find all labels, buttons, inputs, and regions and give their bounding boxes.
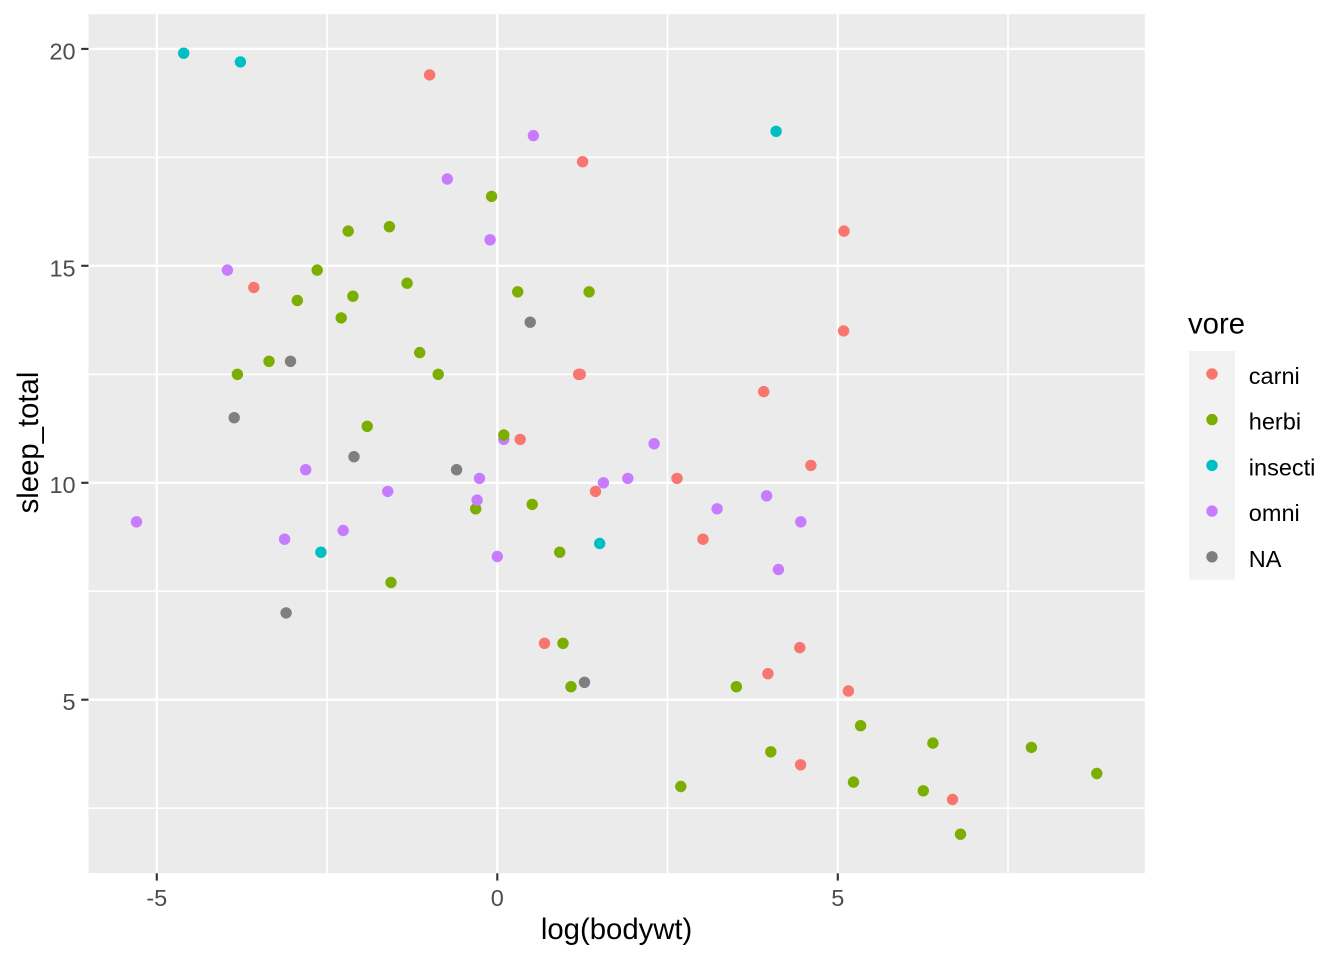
svg-text:-5: -5 [146,885,167,911]
svg-text:20: 20 [49,38,75,64]
svg-text:vore: vore [1188,307,1245,340]
svg-text:10: 10 [49,472,75,498]
svg-text:sleep_total: sleep_total [12,372,45,514]
svg-text:0: 0 [491,885,504,911]
svg-text:herbi: herbi [1249,409,1301,435]
svg-text:NA: NA [1249,546,1282,572]
svg-text:omni: omni [1249,500,1300,526]
svg-text:log(bodywt): log(bodywt) [541,913,692,946]
svg-text:15: 15 [49,255,75,281]
svg-text:insecti: insecti [1249,454,1316,480]
svg-text:carni: carni [1249,363,1300,389]
svg-text:5: 5 [63,689,76,715]
svg-text:5: 5 [831,885,844,911]
